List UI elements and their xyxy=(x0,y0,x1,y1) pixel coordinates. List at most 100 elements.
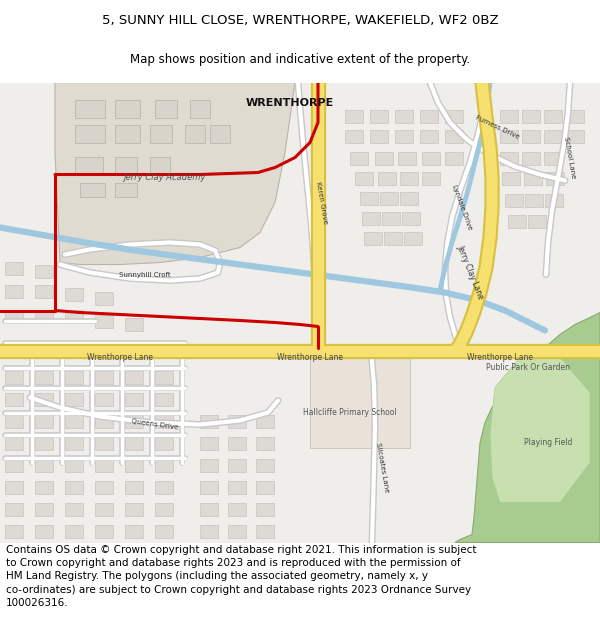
Bar xyxy=(228,503,246,516)
Bar xyxy=(345,109,363,123)
Bar xyxy=(500,151,518,164)
Polygon shape xyxy=(0,82,600,542)
Bar xyxy=(125,503,143,516)
Bar xyxy=(566,109,584,123)
Bar xyxy=(200,524,218,538)
Bar xyxy=(502,171,520,184)
Bar xyxy=(125,371,143,384)
Bar xyxy=(65,288,83,301)
Bar xyxy=(404,231,422,244)
Bar xyxy=(125,318,143,331)
Bar xyxy=(524,171,542,184)
Bar xyxy=(95,524,113,538)
Bar xyxy=(155,371,173,384)
Text: WRENTHORPE: WRENTHORPE xyxy=(246,98,334,107)
Polygon shape xyxy=(310,357,410,447)
Bar xyxy=(210,124,230,142)
Bar xyxy=(522,109,540,123)
Bar xyxy=(5,414,23,428)
Bar xyxy=(35,503,53,516)
Bar xyxy=(155,99,177,118)
Bar xyxy=(400,191,418,204)
Text: Jerry Clay Academy: Jerry Clay Academy xyxy=(124,173,206,182)
Bar xyxy=(35,459,53,471)
Bar xyxy=(35,392,53,406)
Bar xyxy=(545,194,563,206)
Bar xyxy=(228,481,246,494)
Bar xyxy=(544,151,562,164)
Text: Playing Field: Playing Field xyxy=(524,438,572,447)
Bar xyxy=(5,524,23,538)
Bar xyxy=(95,503,113,516)
Bar xyxy=(200,481,218,494)
Text: Hallcliffe Primary School: Hallcliffe Primary School xyxy=(303,408,397,417)
Bar xyxy=(75,124,105,142)
Bar xyxy=(35,414,53,428)
Bar xyxy=(125,481,143,494)
Bar xyxy=(422,151,440,164)
Bar xyxy=(395,109,413,123)
Bar xyxy=(125,392,143,406)
Bar xyxy=(150,124,172,142)
Bar xyxy=(445,151,463,164)
Bar xyxy=(256,524,274,538)
Bar xyxy=(5,392,23,406)
Bar xyxy=(65,459,83,471)
Text: Queens Drive: Queens Drive xyxy=(131,418,179,431)
Text: Sunnyhill Croft: Sunnyhill Croft xyxy=(119,271,171,278)
Bar xyxy=(35,284,53,298)
Bar xyxy=(95,481,113,494)
Bar xyxy=(378,171,396,184)
Bar xyxy=(95,436,113,449)
Bar xyxy=(200,503,218,516)
Bar xyxy=(65,524,83,538)
Bar xyxy=(228,524,246,538)
Bar xyxy=(75,99,105,118)
Bar xyxy=(500,129,518,142)
Bar xyxy=(95,314,113,328)
Bar xyxy=(95,291,113,304)
Bar xyxy=(65,309,83,322)
Bar xyxy=(35,309,53,322)
Text: Wrenthorpe Lane: Wrenthorpe Lane xyxy=(87,353,153,362)
Bar xyxy=(5,261,23,274)
Bar xyxy=(228,436,246,449)
Bar xyxy=(35,436,53,449)
Bar xyxy=(200,436,218,449)
Bar xyxy=(364,231,382,244)
Bar xyxy=(566,129,584,142)
Bar xyxy=(185,124,205,142)
Text: Jerry Clay Lane: Jerry Clay Lane xyxy=(455,244,485,301)
Bar xyxy=(125,524,143,538)
Bar xyxy=(35,481,53,494)
Bar xyxy=(5,309,23,322)
Bar xyxy=(500,109,518,123)
Bar xyxy=(150,156,170,172)
Bar xyxy=(125,436,143,449)
Bar xyxy=(125,414,143,428)
Text: School Lane: School Lane xyxy=(563,136,577,179)
Text: Lyndale Drive: Lyndale Drive xyxy=(451,184,473,231)
Bar xyxy=(65,371,83,384)
Bar xyxy=(5,459,23,471)
Bar xyxy=(360,191,378,204)
Bar xyxy=(398,151,416,164)
Bar xyxy=(155,436,173,449)
Bar xyxy=(362,211,380,224)
Bar xyxy=(370,129,388,142)
Bar xyxy=(370,109,388,123)
Bar xyxy=(228,414,246,428)
Bar xyxy=(155,503,173,516)
Text: Wrenthorpe Lane: Wrenthorpe Lane xyxy=(467,353,533,362)
Bar xyxy=(155,524,173,538)
Bar xyxy=(65,436,83,449)
Bar xyxy=(382,211,400,224)
Bar xyxy=(256,414,274,428)
Text: Silcoates Lane: Silcoates Lane xyxy=(374,442,389,493)
Bar xyxy=(200,414,218,428)
Bar xyxy=(5,371,23,384)
Bar xyxy=(5,503,23,516)
Text: Contains OS data © Crown copyright and database right 2021. This information is : Contains OS data © Crown copyright and d… xyxy=(6,545,476,608)
Bar xyxy=(190,99,210,118)
Bar xyxy=(95,459,113,471)
